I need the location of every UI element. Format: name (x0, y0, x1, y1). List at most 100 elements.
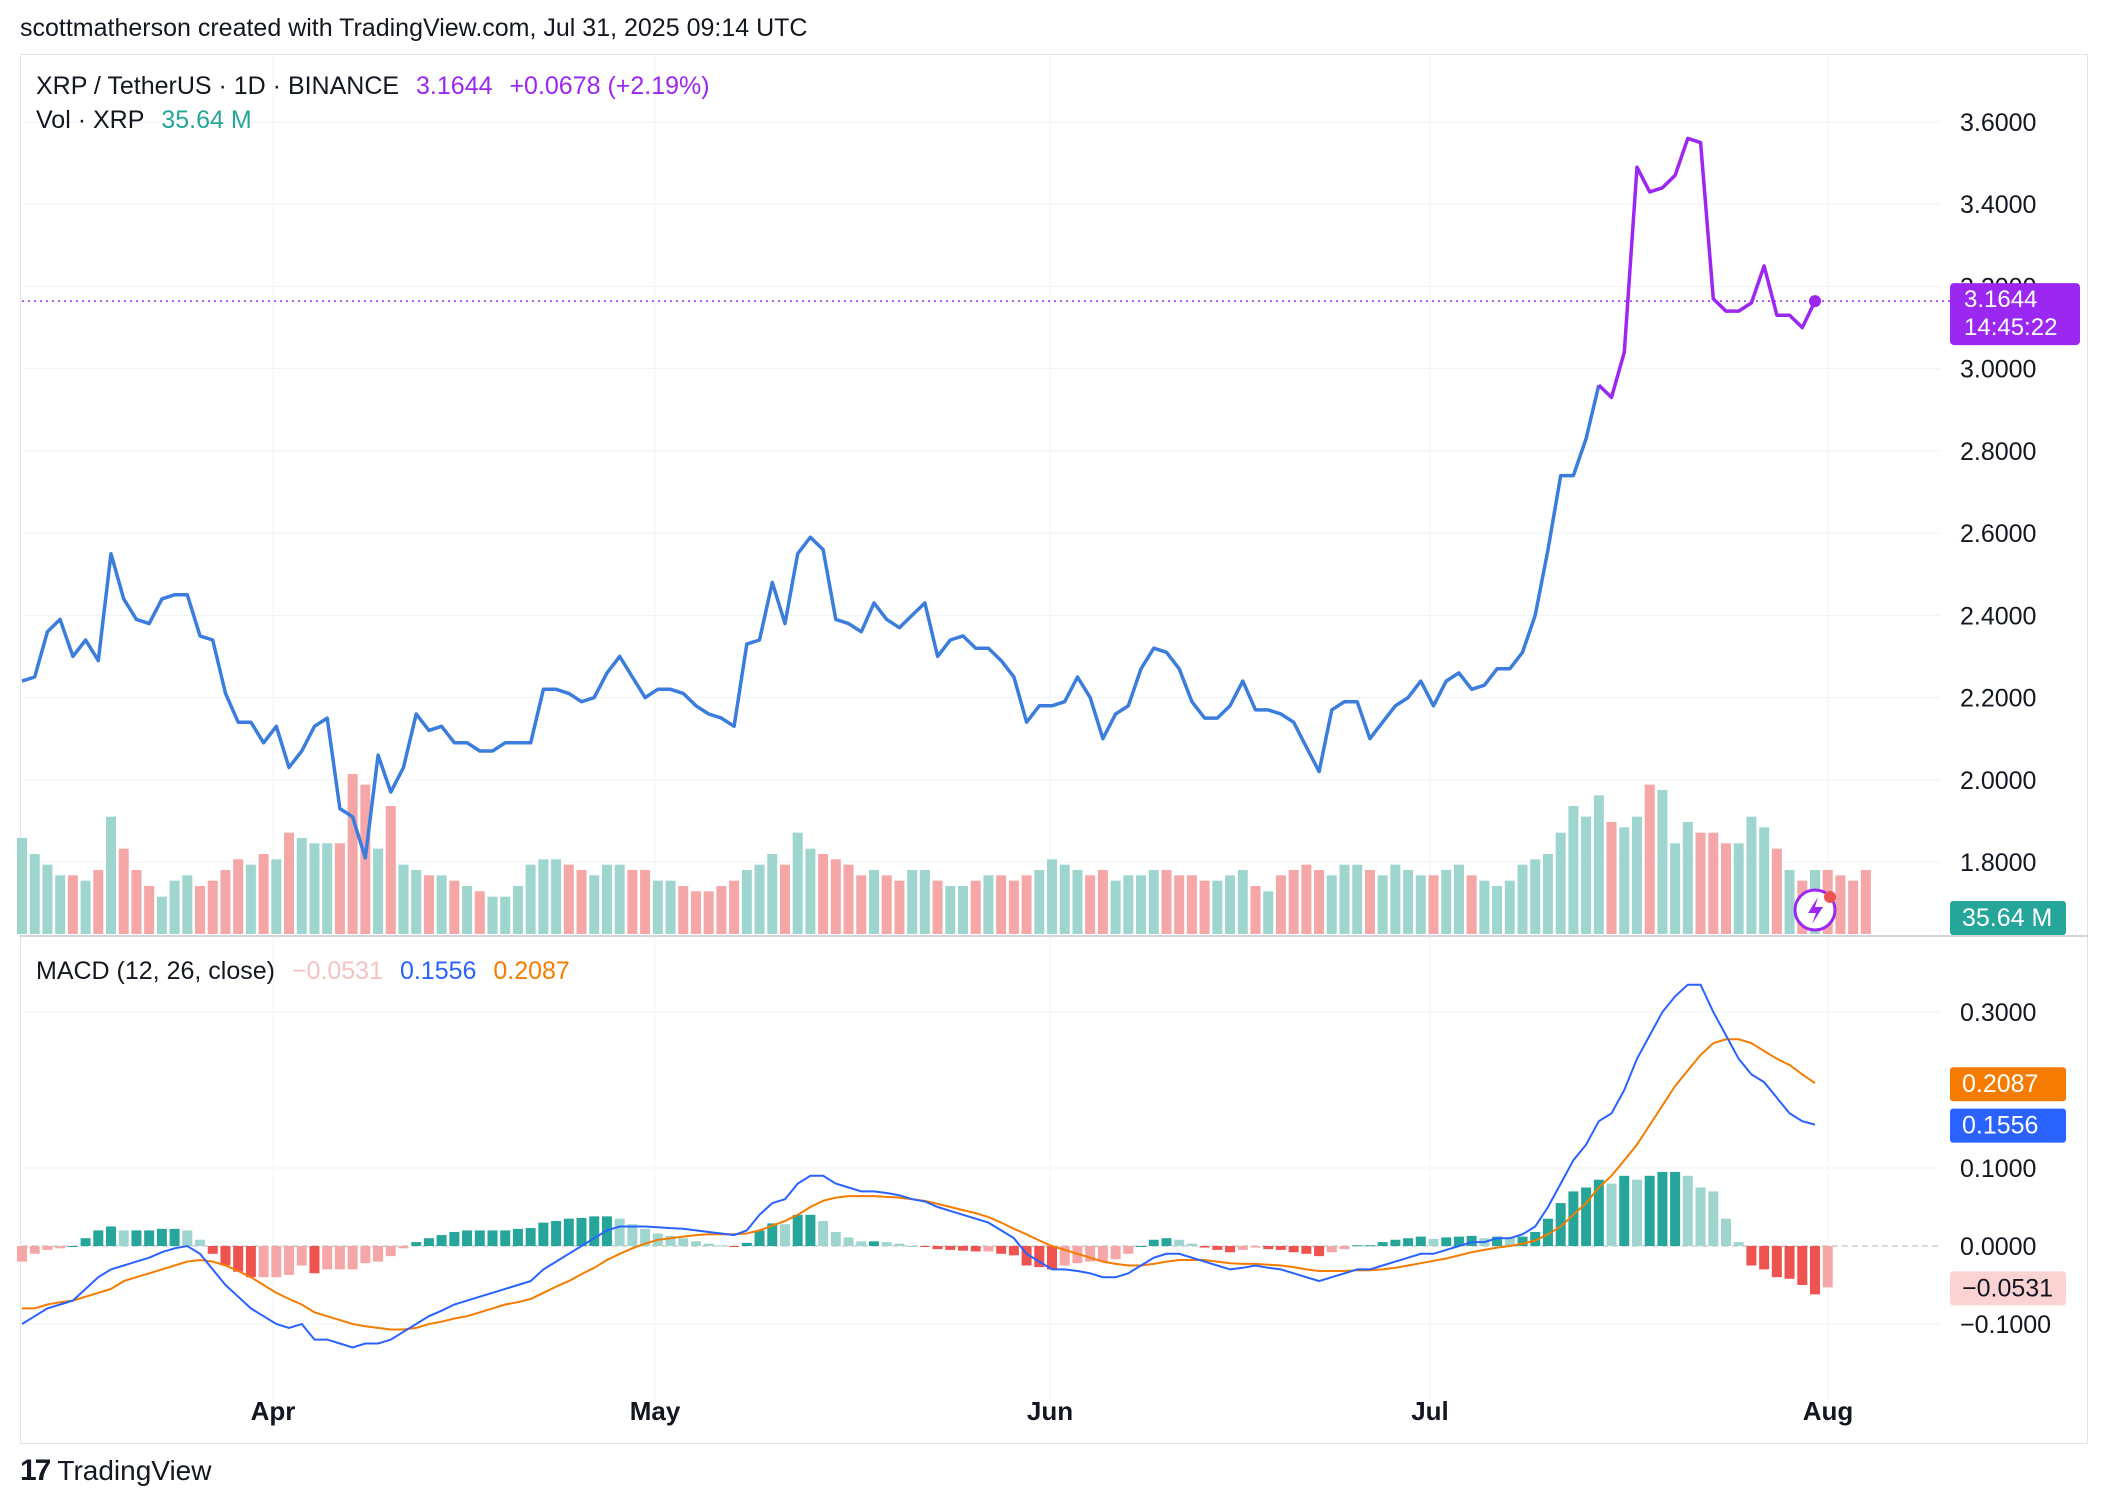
volume-bar (1008, 880, 1019, 934)
volume-bar (589, 875, 600, 934)
macd-histogram-bar (1237, 1246, 1248, 1250)
macd-histogram-bar (1339, 1246, 1350, 1250)
macd-histogram-bar (474, 1230, 485, 1246)
attribution-header: scottmatherson created with TradingView.… (20, 14, 808, 42)
price-tick-label: 2.6000 (1960, 520, 2036, 548)
macd-histogram-bar (932, 1246, 943, 1250)
macd-histogram-bar (1212, 1246, 1223, 1250)
macd-histogram-bar (322, 1246, 333, 1270)
volume-bar (207, 880, 218, 934)
volume-bar (284, 832, 295, 934)
volume-label[interactable]: Vol · XRP (36, 106, 145, 134)
volume-bar (665, 880, 676, 934)
month-tick-label: Jul (1411, 1396, 1449, 1426)
macd-histogram-bar (1199, 1246, 1210, 1248)
price-badge (1950, 283, 2080, 346)
volume-bar (640, 870, 651, 934)
macd-line-value: 0.1556 (399, 957, 477, 985)
macd-histogram-bar (690, 1241, 701, 1246)
volume-bar (296, 838, 307, 934)
volume-bar (1631, 816, 1642, 934)
macd-histogram-bar (1352, 1245, 1363, 1247)
volume-bar (690, 891, 701, 934)
macd-signal-line (22, 1038, 1816, 1331)
tradingview-logo-icon[interactable]: 17 (20, 1454, 51, 1487)
macd-histogram-bar (1581, 1187, 1592, 1246)
price-tick-label: 3.4000 (1960, 191, 2036, 219)
volume-bar (1733, 843, 1744, 934)
volume-bar (1225, 875, 1236, 934)
volume-bar (144, 886, 155, 934)
macd-histogram-bar (1364, 1245, 1375, 1247)
macd-histogram-bar (1174, 1239, 1185, 1246)
volume-bar (996, 875, 1007, 934)
price-line (21, 384, 1601, 860)
volume-bar (55, 875, 66, 934)
macd-histogram-bar (538, 1222, 549, 1246)
volume-bar (1186, 875, 1197, 934)
volume-bar (1097, 870, 1108, 934)
volume-bar (131, 870, 142, 934)
volume-bar (779, 864, 790, 934)
macd-histogram-bar (1606, 1183, 1617, 1246)
volume-bar (678, 886, 689, 934)
macd-histogram-bar (1504, 1238, 1515, 1246)
volume-bar (373, 848, 384, 934)
macd-histogram-bar (1403, 1238, 1414, 1246)
macd-histogram-bar (1517, 1236, 1528, 1246)
macd-histogram-bar (1225, 1246, 1236, 1253)
macd-histogram-bar (1822, 1246, 1833, 1288)
macd-histogram-bar (1301, 1246, 1312, 1254)
macd-histogram-bar (818, 1221, 829, 1246)
volume-bar (1403, 870, 1414, 934)
volume-bar (1072, 870, 1083, 934)
volume-bar (1619, 827, 1630, 934)
macd-histogram-bar (1186, 1243, 1197, 1246)
volume-bar (1441, 870, 1452, 934)
brand-name[interactable]: TradingView (57, 1455, 212, 1486)
volume-bar (169, 880, 180, 934)
macd-histogram-badge (1950, 1271, 2066, 1306)
macd-histogram-bar (779, 1224, 790, 1246)
macd-histogram-bar (945, 1246, 956, 1250)
macd-histogram-bar (360, 1246, 371, 1264)
volume-bar (474, 891, 485, 934)
macd-tick-label: −0.1000 (1960, 1311, 2051, 1339)
macd-histogram-bar (1771, 1246, 1782, 1278)
volume-bar (1352, 864, 1363, 934)
volume-bar (1771, 848, 1782, 934)
volume-bar (1581, 816, 1592, 934)
macd-histogram-bar (398, 1246, 409, 1249)
volume-bar (245, 864, 256, 934)
volume-bar (1682, 822, 1693, 934)
macd-histogram-bar (67, 1246, 78, 1247)
axes: 3.60003.40003.20003.00002.80002.60002.40… (251, 109, 2080, 1426)
volume-bar (907, 870, 918, 934)
macd-histogram-bar (1263, 1246, 1274, 1250)
macd-histogram-bar (131, 1230, 142, 1246)
volume-bar (1034, 870, 1045, 934)
macd-line-badge-value: 0.1556 (1962, 1112, 2038, 1140)
symbol-label[interactable]: XRP / TetherUS · 1D · BINANCE (36, 72, 400, 100)
macd-histogram-bar (614, 1218, 625, 1246)
macd-histogram-bar (856, 1241, 867, 1246)
volume-legend: Vol · XRP 35.64 M (36, 106, 262, 135)
last-price: 3.1644 (416, 72, 493, 100)
macd-histogram-bar (271, 1246, 282, 1278)
chart-frame (20, 54, 2088, 1444)
macd-histogram-bar (1720, 1218, 1731, 1246)
price-tick-label: 2.0000 (1960, 767, 2036, 795)
volume-bar (309, 843, 320, 934)
volume-bar (1644, 784, 1655, 934)
volume-bar (830, 859, 841, 934)
price-tick-label: 3.0000 (1960, 356, 2036, 384)
volume-bar (729, 880, 740, 934)
volume-bar (233, 859, 244, 934)
macd-histogram-bar (1021, 1246, 1032, 1266)
macd-histogram-bar (220, 1246, 231, 1266)
volume-bar (1326, 875, 1337, 934)
macd-histogram-bar (983, 1246, 994, 1252)
macd-histogram-bar (207, 1246, 218, 1254)
macd-label[interactable]: MACD (12, 26, close) (36, 957, 275, 985)
